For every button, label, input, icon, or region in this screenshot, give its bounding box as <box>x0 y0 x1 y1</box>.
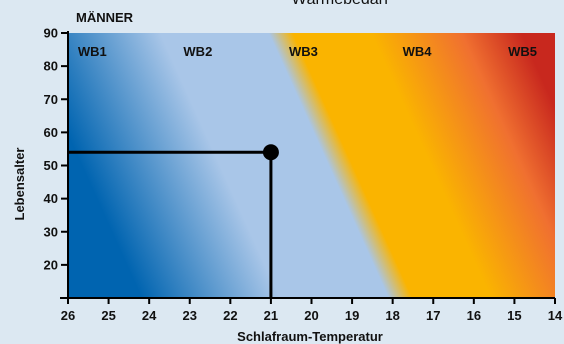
marker-point <box>262 144 279 161</box>
chart-subtitle: MÄNNER <box>76 10 134 25</box>
x-tick-label-22: 22 <box>223 308 237 323</box>
x-tick-label-24: 24 <box>142 308 157 323</box>
band-labels: WB1 WB2 WB3 WB4 WB5 <box>78 44 537 59</box>
plot-area-gradient <box>68 33 555 298</box>
x-tick-label-17: 17 <box>426 308 440 323</box>
y-tick-label-70: 70 <box>44 92 58 107</box>
band-label-wb1: WB1 <box>78 44 107 59</box>
x-tick-label-16: 16 <box>467 308 481 323</box>
x-tick-label-26: 26 <box>61 308 75 323</box>
y-tick-label-80: 80 <box>44 59 58 74</box>
band-label-wb5: WB5 <box>508 44 537 59</box>
x-tick-label-19: 19 <box>345 308 359 323</box>
x-tick-label-20: 20 <box>304 308 318 323</box>
x-tick-label-14: 14 <box>548 308 563 323</box>
chart-title: Wärmebedarf <box>292 0 389 8</box>
x-tick-label-25: 25 <box>101 308 115 323</box>
y-tick-label-30: 30 <box>44 224 58 239</box>
y-tick-label-60: 60 <box>44 125 58 140</box>
x-tick-label-15: 15 <box>507 308 521 323</box>
y-tick-label-20: 20 <box>44 257 58 272</box>
x-tick-label-21: 21 <box>264 308 278 323</box>
band-label-wb3: WB3 <box>289 44 318 59</box>
y-axis-label: Lebensalter <box>12 148 27 221</box>
axes: 20 30 40 50 60 70 80 90 26 25 24 23 22 21 20 19 18 17 16 15… <box>44 26 563 324</box>
marker-group <box>68 144 279 298</box>
x-axis-label: Schlafraum-Temperatur <box>237 329 383 344</box>
y-tick-label-50: 50 <box>44 158 58 173</box>
x-tick-label-18: 18 <box>385 308 399 323</box>
x-tick-label-23: 23 <box>183 308 197 323</box>
band-label-wb2: WB2 <box>183 44 212 59</box>
y-tick-label-40: 40 <box>44 191 58 206</box>
y-tick-label-90: 90 <box>44 26 58 41</box>
band-label-wb4: WB4 <box>403 44 433 59</box>
